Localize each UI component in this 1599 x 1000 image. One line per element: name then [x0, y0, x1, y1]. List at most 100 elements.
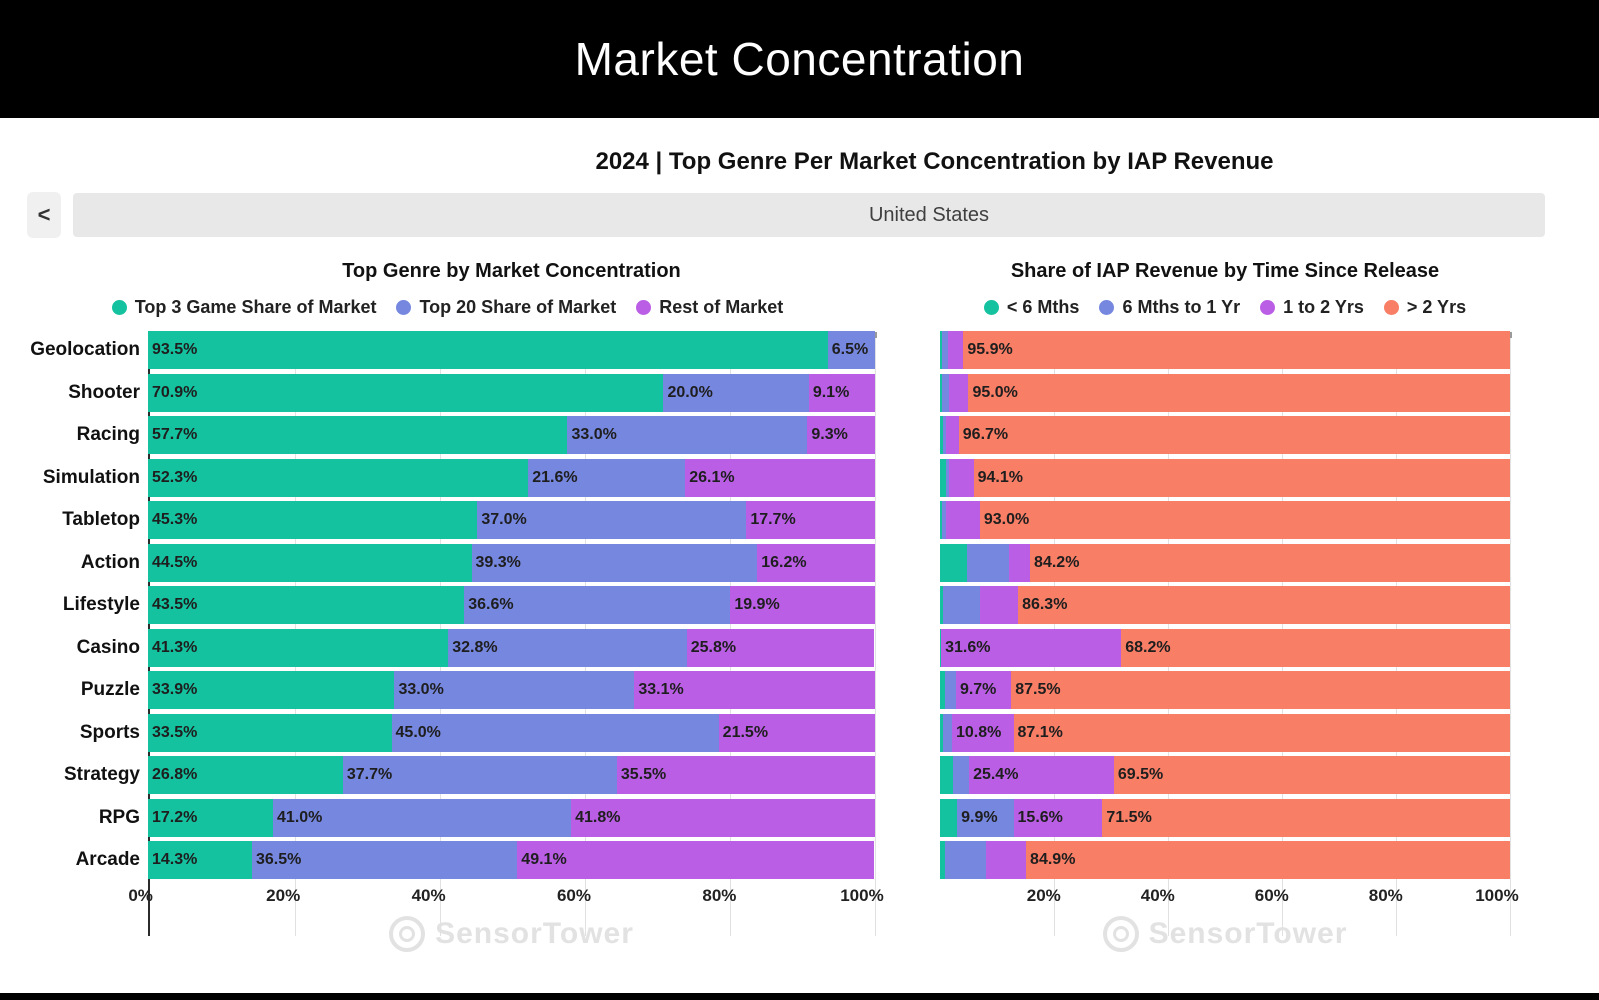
bar-segment: 69.5%	[1113, 756, 1510, 794]
bar-row: 95.9%	[940, 331, 1510, 369]
bar-segment: 70.9%	[148, 373, 664, 412]
bar-segment: 44.5%	[148, 543, 472, 582]
bar-segment	[942, 501, 946, 539]
bar-segment	[1008, 543, 1031, 582]
bar-segment: 9.1%	[808, 373, 875, 412]
bar-segment	[986, 841, 1027, 879]
bar-segment: 21.6%	[528, 458, 686, 497]
category-label: Casino	[76, 636, 140, 658]
bar-row: 9.9% 15.6% 71.5%	[940, 798, 1510, 837]
bar-segment	[940, 841, 946, 879]
bar-value-label: 33.5%	[152, 723, 198, 741]
bar-value-label: 10.8%	[955, 723, 1002, 741]
category-label: Tabletop	[62, 509, 140, 530]
bar-track: 57.7% 33.0% 9.3%	[148, 416, 875, 454]
bar-segment: 25.4%	[969, 756, 1114, 794]
bar-segment	[945, 841, 987, 879]
bar-row: Casino 41.3% 32.8% 25.8%	[20, 628, 875, 667]
bar-segment: 71.5%	[1102, 798, 1510, 837]
bar-segment: 31.6%	[941, 628, 1122, 667]
legend-label: < 6 Mths	[1006, 297, 1080, 317]
bar-segment: 41.0%	[273, 798, 572, 837]
legend-dot-icon	[396, 300, 412, 315]
bar-segment	[943, 713, 952, 752]
x-tick-label: 40%	[411, 885, 446, 905]
bar-segment: 68.2%	[1121, 628, 1510, 667]
bar-row: Geolocation 93.5% 6.5%	[20, 331, 875, 369]
bar-track: 9.7% 87.5%	[940, 671, 1510, 709]
bar-value-label: 36.5%	[255, 851, 302, 868]
sensor-tower-logo-icon	[389, 915, 426, 952]
bar-segment	[979, 586, 1019, 624]
bar-row: Tabletop 45.3% 37.0% 17.7%	[20, 501, 875, 539]
bar-value-label: 19.9%	[734, 596, 780, 613]
category-label: Lifestyle	[62, 594, 140, 615]
bar-track: 41.3% 32.8% 25.8%	[148, 628, 875, 667]
bar-segment: 37.7%	[342, 756, 617, 794]
bar-track: 84.9%	[940, 841, 1510, 879]
bar-row: Arcade 14.3% 36.5% 49.1%	[20, 841, 875, 879]
page-title: Market Concentration	[574, 33, 1025, 85]
legend-dot-icon	[1383, 300, 1399, 315]
bar-segment: 94.1%	[973, 458, 1510, 497]
bar-segment: 41.8%	[571, 798, 875, 837]
bar-segment: 33.9%	[148, 671, 395, 709]
legend-item: 6 Mths to 1 Yr	[1099, 297, 1240, 318]
bar-value-label: 41.8%	[575, 808, 621, 826]
bar-segment: 87.1%	[1013, 713, 1510, 752]
bar-value-label: 15.6%	[1017, 808, 1063, 826]
bar-rows: Geolocation 93.5% 6.5% Shooter 70.9% 20.0% 9.1…	[20, 331, 875, 879]
bar-row: 25.4% 69.5%	[940, 756, 1510, 794]
watermark-text: SensorTower	[1148, 916, 1348, 950]
bar-value-label: 17.7%	[750, 511, 796, 528]
bar-segment: 84.2%	[1030, 543, 1510, 582]
tick-mark	[1510, 332, 1512, 338]
bar-row: 96.7%	[940, 416, 1510, 454]
bar-track: 26.8% 37.7% 35.5%	[148, 756, 875, 794]
bar-track: 25.4% 69.5%	[940, 756, 1510, 794]
bar-row: 93.0%	[940, 501, 1510, 539]
x-tick-label: 20%	[1026, 885, 1061, 905]
legend-dot-icon	[636, 300, 652, 315]
bar-segment: 41.3%	[148, 628, 449, 667]
bar-segment	[945, 416, 959, 454]
bar-segment: 9.7%	[955, 671, 1012, 709]
bar-value-label: 68.2%	[1125, 638, 1171, 656]
bar-value-label: 33.1%	[638, 681, 684, 698]
category-label: Simulation	[42, 466, 140, 488]
bar-segment: 52.3%	[148, 458, 529, 497]
bar-segment: 93.5%	[148, 331, 828, 369]
bar-segment	[940, 671, 945, 709]
bar-segment: 84.9%	[1026, 841, 1510, 879]
bar-value-label: 71.5%	[1106, 808, 1152, 826]
bar-value-label: 44.5%	[152, 553, 198, 571]
chart-subtitle: 2024 | Top Genre Per Market Concentratio…	[595, 148, 1274, 175]
bar-value-label: 9.1%	[812, 383, 850, 401]
bar-segment: 39.3%	[471, 543, 758, 582]
category-label: Action	[80, 551, 140, 573]
bar-value-label: 32.8%	[452, 638, 498, 656]
bar-segment	[940, 373, 943, 412]
bar-segment	[949, 458, 974, 497]
bar-track: 31.6% 68.2%	[940, 628, 1510, 667]
category-label: Sports	[79, 721, 140, 743]
bar-rows: 95.9% 95.0% 96.7% 94.1% 93.0% 84.2% 86.3% 31.6%…	[940, 331, 1510, 879]
bar-segment	[945, 501, 980, 539]
chart-legend: < 6 Mths 6 Mths to 1 Yr 1 to 2 Yrs > 2 Yrs	[940, 297, 1510, 318]
bar-value-label: 31.6%	[945, 638, 991, 656]
x-tick-label: 60%	[556, 885, 591, 905]
x-tick-label: 100%	[840, 885, 884, 905]
bar-value-label: 39.3%	[475, 553, 521, 571]
bar-segment: 95.9%	[963, 331, 1510, 369]
bar-track: 86.3%	[940, 586, 1510, 624]
country-selector[interactable]: United States	[73, 193, 1545, 237]
bar-track: 70.9% 20.0% 9.1%	[148, 373, 875, 412]
previous-country-button[interactable]: <	[27, 192, 61, 238]
bar-segment: 36.6%	[464, 586, 731, 624]
bar-value-label: 49.1%	[521, 851, 567, 868]
category-label: RPG	[98, 806, 140, 828]
category-label: Puzzle	[80, 679, 140, 700]
sensor-tower-logo-icon	[1102, 915, 1139, 952]
x-tick-label: 100%	[1475, 885, 1519, 905]
legend-dot-icon	[983, 300, 999, 315]
